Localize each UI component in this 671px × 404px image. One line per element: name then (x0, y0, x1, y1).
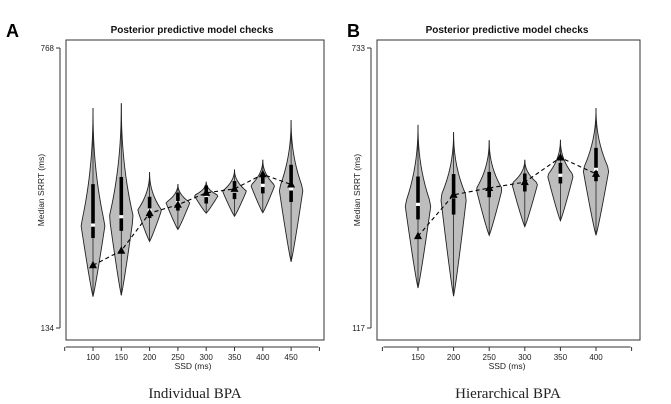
panel-b-x-tick-label: 150 (411, 353, 425, 362)
panel-b-plot-area: 117 733 150 200 250 300 350 400 (352, 44, 633, 362)
panel-b-violin-median (558, 173, 563, 177)
panel-b-x-tick-label: 400 (589, 353, 603, 362)
panel-b-observed-line (417, 156, 597, 237)
panel-a-x-axis-label: SSD (ms) (175, 361, 212, 371)
panel-b-x-tick-label: 250 (483, 353, 497, 362)
panel-b-title: Posterior predictive model checks (426, 25, 589, 36)
panel-a-x-tick-label: 200 (143, 353, 157, 362)
panel-a-caption: Individual BPA (148, 386, 241, 402)
panel-a-y-tick-label: 768 (41, 44, 55, 53)
panel-b-y-axis-label: Median SRRT (ms) (352, 154, 362, 227)
panel-b-caption: Hierarchical BPA (455, 386, 561, 402)
panel-b-observed-point (414, 231, 422, 240)
panel-b-x-tick-label: 300 (518, 353, 532, 362)
panel-b-violin-iqr (594, 147, 598, 182)
panel-a-x-tick-label: 450 (284, 353, 298, 362)
panel-a-observed-point (173, 200, 182, 208)
panel-a-observed-point (202, 188, 211, 196)
panel-a-x-tick-label: 250 (171, 353, 185, 362)
panel-b-observed-point (556, 153, 565, 161)
panel-a-plot-area: 134 768 100 150 200 250 300 350 400 450 (41, 44, 320, 362)
panel-a-x-tick-label: 150 (115, 353, 129, 362)
panel-a-observed-point (117, 246, 126, 254)
panel-b-x-axis-label: SSD (ms) (489, 361, 526, 371)
panel-b-x-tick-label: 350 (554, 353, 568, 362)
panel-b-violin-iqr (416, 176, 420, 220)
panel-a-frame (65, 39, 325, 341)
panel-a-violin-iqr (119, 176, 124, 231)
panel-b-frame (376, 39, 641, 341)
panel-b-violin-median (416, 202, 420, 206)
panel-a-violin-median (119, 215, 124, 219)
panel-a-x-tick-label: 400 (256, 353, 270, 362)
panel-a: A Posterior predictive model checks Medi… (6, 21, 325, 402)
panel-a-y-axis-label: Median SRRT (ms) (36, 154, 46, 227)
panel-b-observed-point (449, 190, 458, 198)
panel-b: B Posterior predictive model checks Medi… (347, 21, 641, 402)
panel-a-observed-point (145, 208, 154, 217)
panel-a-label: A (6, 21, 19, 41)
panel-a-observed-point (258, 169, 267, 178)
panel-a-violin-iqr (147, 196, 152, 219)
panel-b-violin-median (594, 167, 598, 171)
panel-a-title: Posterior predictive model checks (111, 25, 274, 36)
panel-b-label: B (347, 21, 360, 41)
panel-b-y-tick-label: 733 (352, 44, 366, 53)
panel-b-y-tick-label: 117 (352, 324, 365, 333)
panel-b-observed-point (520, 177, 529, 186)
panel-a-violin-iqr (91, 184, 95, 238)
panel-a-observed-point (230, 184, 239, 192)
panel-a-violin-median (91, 223, 95, 227)
panel-a-x-tick-label: 300 (200, 353, 214, 362)
panel-b-observed-point (592, 169, 600, 177)
panel-a-x-tick-label: 100 (86, 353, 100, 362)
panel-a-y-tick-label: 134 (41, 324, 55, 333)
panel-b-observed-point (485, 183, 494, 191)
panel-a-observed-point (89, 260, 97, 269)
panel-b-x-tick-label: 200 (447, 353, 461, 362)
panel-b-violin-iqr (558, 162, 563, 184)
panel-a-x-tick-label: 350 (228, 353, 242, 362)
panel-a-violin-median (260, 183, 265, 187)
panel-a-observed-point (287, 179, 296, 188)
panel-a-violin-median (289, 187, 294, 191)
